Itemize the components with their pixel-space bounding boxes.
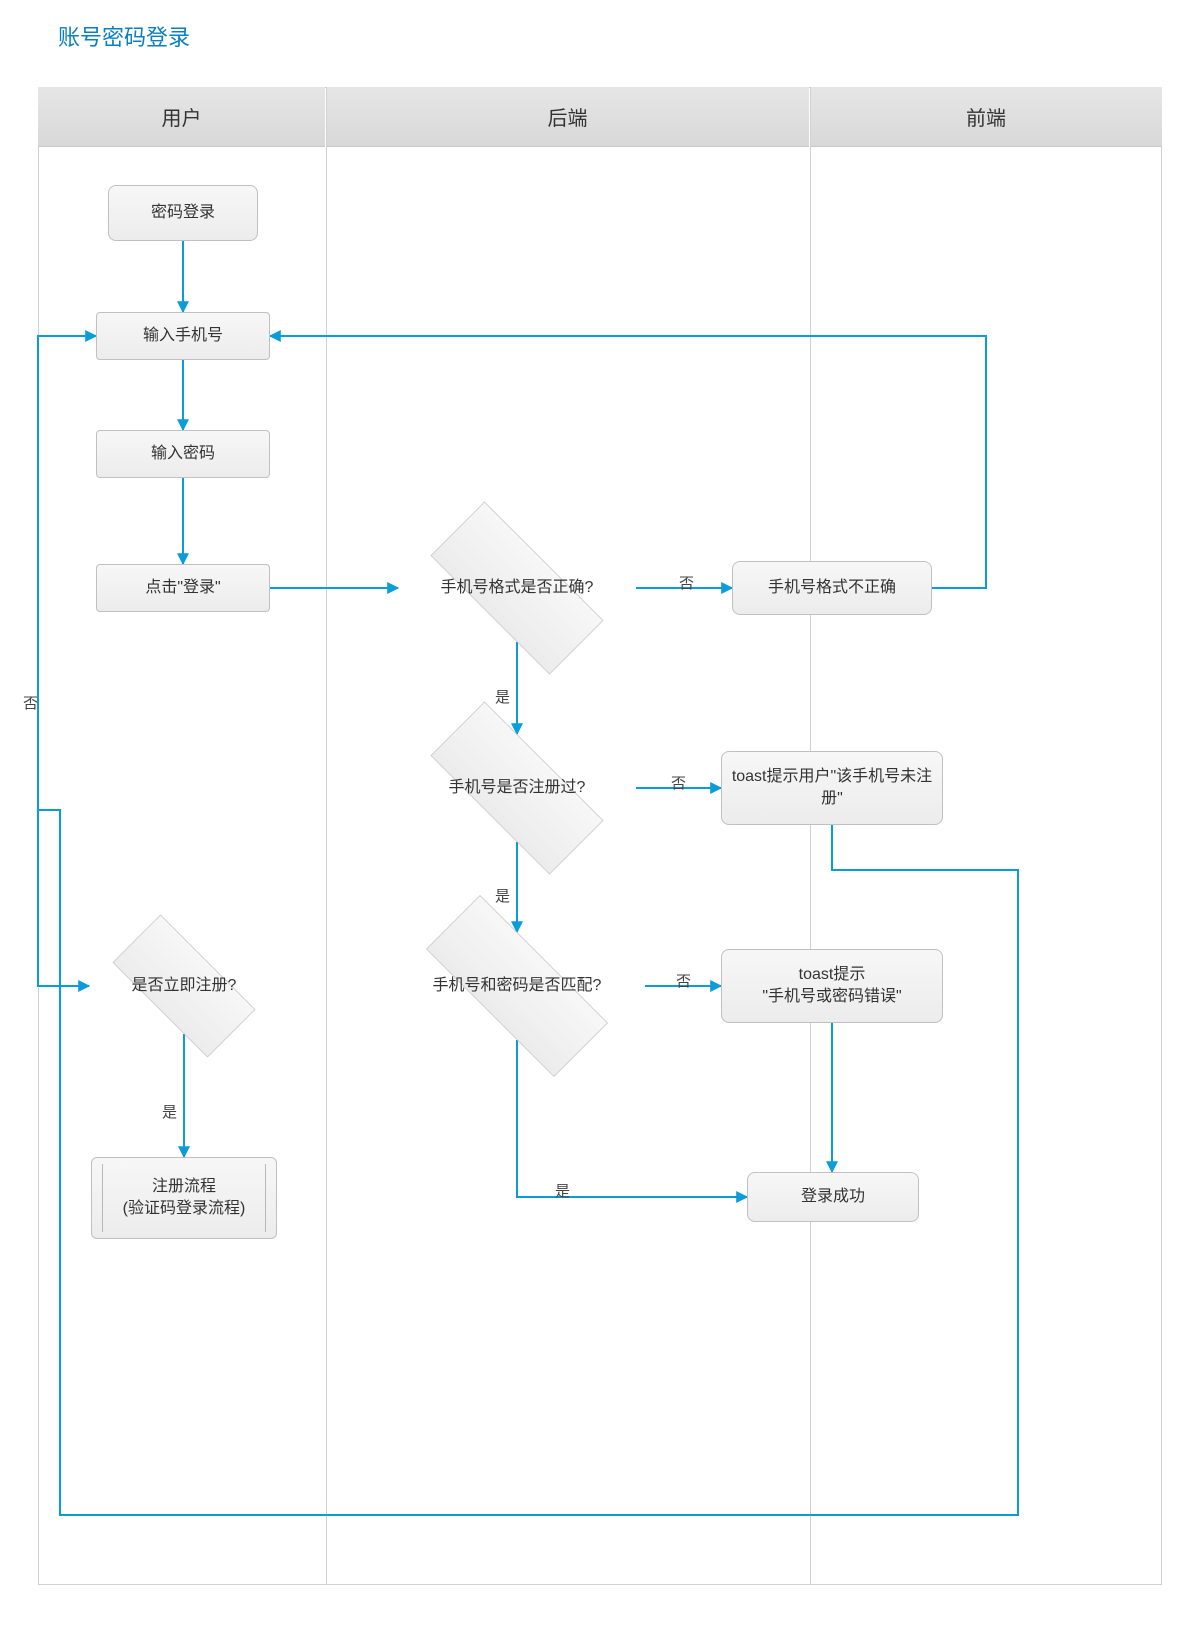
process-node: 点击"登录" <box>96 564 270 612</box>
process-node: 密码登录 <box>108 185 258 241</box>
subprocess-bar <box>102 1164 103 1232</box>
edge-label: 否 <box>671 772 686 793</box>
edge-label: 否 <box>676 970 691 991</box>
edge-label: 是 <box>495 885 510 906</box>
node-label: 是否立即注册? <box>89 938 279 1034</box>
swimlane-header: 前端 <box>810 87 1162 147</box>
edge-label: 否 <box>23 692 38 713</box>
node-label: toast提示 "手机号或密码错误" <box>762 964 901 1007</box>
edge-label: 是 <box>162 1101 177 1122</box>
node-label: 输入手机号 <box>143 325 223 347</box>
node-label: 手机号格式不正确 <box>768 577 896 599</box>
decision-node: 手机号和密码是否匹配? <box>389 932 645 1040</box>
edge-label: 是 <box>555 1180 570 1201</box>
process-node: 登录成功 <box>747 1172 919 1222</box>
decision-node: 手机号是否注册过? <box>398 734 636 842</box>
page-title: 账号密码登录 <box>58 20 190 52</box>
swimlane-divider <box>810 87 811 1585</box>
subprocess-node: 注册流程 (验证码登录流程) <box>91 1157 277 1239</box>
decision-node: 是否立即注册? <box>89 938 279 1034</box>
subprocess-bar <box>265 1164 266 1232</box>
node-label: 密码登录 <box>151 202 215 224</box>
process-node: 输入密码 <box>96 430 270 478</box>
process-node: toast提示 "手机号或密码错误" <box>721 949 943 1023</box>
node-label: 手机号是否注册过? <box>398 734 636 842</box>
swimlane-divider <box>326 87 327 1585</box>
swimlane-header: 用户 <box>38 87 325 147</box>
edge-label: 否 <box>679 572 694 593</box>
node-label: 登录成功 <box>801 1186 865 1208</box>
edge-label: 是 <box>495 686 510 707</box>
swimlane-header: 后端 <box>326 87 809 147</box>
decision-node: 手机号格式是否正确? <box>398 534 636 642</box>
process-node: 输入手机号 <box>96 312 270 360</box>
node-label: 点击"登录" <box>145 577 220 599</box>
process-node: toast提示用户"该手机号未注册" <box>721 751 943 825</box>
node-label: 手机号和密码是否匹配? <box>389 932 645 1040</box>
node-label: 手机号格式是否正确? <box>398 534 636 642</box>
node-label: 注册流程 (验证码登录流程) <box>123 1176 246 1219</box>
flowchart-canvas: 账号密码登录 用户后端前端否是否是否是是否密码登录输入手机号输入密码点击"登录"… <box>0 0 1200 1627</box>
node-label: toast提示用户"该手机号未注册" <box>722 766 942 809</box>
node-label: 输入密码 <box>151 443 215 465</box>
process-node: 手机号格式不正确 <box>732 561 932 615</box>
